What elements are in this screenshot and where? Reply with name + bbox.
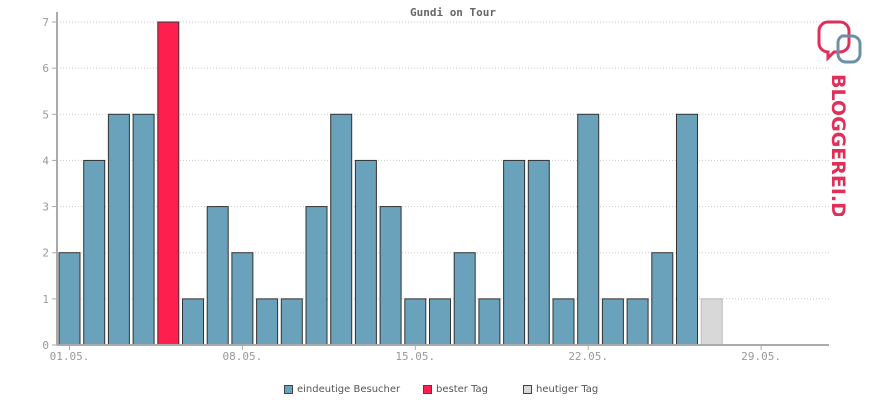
bar-day-16 [429, 298, 451, 346]
logo-text: BLOGGEREI.DE [827, 74, 849, 216]
bar-day-1 [58, 252, 81, 346]
x-tick-labels: 01.05. 08.05. 15.05. 22.05. 29.05. [50, 345, 781, 363]
bars [58, 21, 723, 346]
axes [56, 12, 829, 346]
bar-day-8 [231, 252, 254, 346]
bar-day-14 [379, 206, 402, 346]
bar-day-22 [577, 113, 600, 346]
bar-day-15 [404, 298, 427, 346]
legend-swatch-today [523, 385, 532, 394]
bar-day-17 [453, 252, 476, 346]
y-tick-label: 2 [42, 247, 49, 260]
bar-day-27 [700, 298, 723, 346]
bar-day-23 [601, 298, 624, 346]
bar-day-20 [527, 159, 550, 346]
bar-day-6 [182, 298, 204, 346]
bar-day-3 [107, 113, 130, 346]
bar-day-19 [503, 159, 526, 346]
bar-day-5 [157, 21, 180, 346]
bar-chart: Gundi on Tour 0 1 2 3 4 5 6 7 01.05. 08.05. 15.05… [42, 6, 829, 363]
bar-day-18 [478, 298, 501, 346]
y-tick-label: 0 [42, 339, 49, 352]
x-tick-label: 01.05. [50, 350, 90, 363]
legend-label-best-day: bester Tag [436, 384, 489, 395]
y-tick-label: 4 [42, 154, 49, 167]
x-tick-label: 22.05. [568, 350, 608, 363]
bar-day-7 [206, 206, 229, 346]
legend-label-visitors: eindeutige Besucher [297, 384, 401, 395]
y-tick-label: 7 [42, 16, 49, 29]
y-tick-label: 1 [42, 293, 49, 306]
legend: eindeutige Besucher bester Tag heutiger … [0, 384, 870, 400]
bar-day-9 [256, 298, 279, 346]
bar-day-12 [330, 113, 353, 346]
y-tick-label: 3 [42, 201, 49, 214]
bar-day-21 [552, 298, 575, 346]
x-tick-label: 08.05. [223, 350, 263, 363]
bar-day-2 [83, 159, 106, 346]
bar-day-10 [280, 298, 303, 346]
bloggerei-logo: BLOGGEREI.DE [817, 20, 862, 216]
chart-title: Gundi on Tour [410, 6, 496, 19]
speech-bubbles-icon [817, 20, 862, 64]
y-tick-label: 5 [42, 108, 49, 121]
y-tick-labels: 0 1 2 3 4 5 6 7 [42, 16, 57, 352]
y-tick-label: 6 [42, 62, 49, 75]
bar-day-13 [354, 159, 377, 346]
bar-day-11 [305, 206, 328, 346]
x-tick-label: 15.05. [395, 350, 435, 363]
bar-day-25 [651, 252, 674, 346]
legend-item-best-day: bester Tag [423, 384, 488, 395]
bar-day-24 [626, 298, 649, 346]
legend-item-today: heutiger Tag [523, 384, 598, 395]
bar-day-4 [132, 113, 155, 346]
legend-label-today: heutiger Tag [536, 384, 599, 395]
legend-swatch-best-day [423, 385, 432, 394]
x-tick-label: 29.05. [741, 350, 781, 363]
bar-day-26 [676, 113, 698, 346]
legend-swatch-visitors [284, 385, 293, 394]
legend-item-visitors: eindeutige Besucher [284, 384, 400, 395]
